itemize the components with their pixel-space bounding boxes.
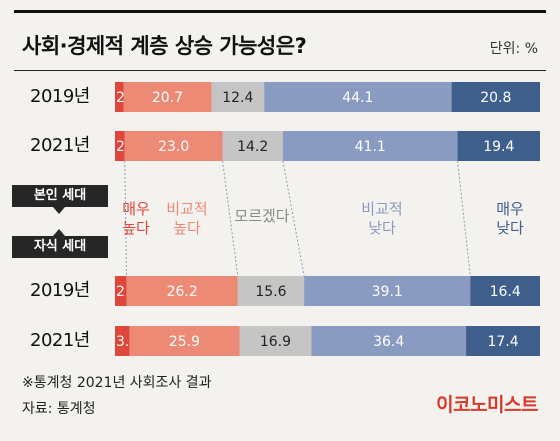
value-label-self-2019-low: 44.1 [342,90,373,106]
bar-child-2019-very-low [470,276,540,306]
year-label-self-2021: 2021년 [30,135,90,156]
value-label-child-2021-unknown: 16.9 [260,334,291,350]
connector-line-1 [124,160,127,277]
bar-self-2021-high [124,131,223,161]
value-label-self-2021-very-low: 19.4 [483,139,514,155]
arrow-up-icon [53,207,65,214]
connector-line-4 [457,160,471,277]
bar-self-2019-very-high [115,82,124,112]
value-label-child-2021-very-low: 17.4 [487,334,518,350]
child-generation-badge: 자식 세대 [12,236,108,258]
value-label-child-2019-very-low: 16.4 [490,284,521,300]
bar-self-2021-very-low [457,131,540,161]
self-generation-badge: 본인 세대 [12,185,108,207]
bar-self-2021-very-high [115,131,125,161]
footnote: ※통계청 2021년 사회조사 결과 [22,375,212,391]
year-label-child-2021: 2021년 [30,330,90,351]
year-label-child-2019: 2019년 [30,280,90,301]
arrow-down-icon [53,229,65,236]
value-label-self-2019-high: 20.7 [152,90,183,106]
source-label: 자료: 통계청 [22,401,96,417]
bar-child-2021-very-high [115,326,130,356]
value-label-self-2021-unknown: 14.2 [237,139,268,155]
unit-label: 단위: % [489,41,538,57]
value-label-child-2021-high: 25.9 [169,334,200,350]
bar-self-2019-low [264,82,452,112]
value-label-self-2019-very-low: 20.8 [480,90,511,106]
title-divider [14,70,546,71]
category-label-low: 비교적 낮다 [361,200,403,237]
category-label-high: 비교적 높다 [166,200,208,237]
chart-title: 사회·경제적 계층 상승 가능성은? [22,34,307,58]
bar-child-2019-unknown [237,276,305,306]
brand-logo: 이코노미스트 [436,394,538,416]
connector-line-3 [282,160,305,277]
bar-self-2021-low [282,131,458,161]
value-label-child-2019-low: 39.1 [372,284,403,300]
bar-child-2021-very-low [466,326,540,356]
value-label-self-2021-high: 23.0 [158,139,189,155]
value-label-child-2021-low: 36.4 [373,334,404,350]
value-label-self-2019-unknown: 12.4 [222,90,253,106]
bar-self-2021-unknown [222,131,283,161]
bar-self-2019-very-low [451,82,540,112]
bar-self-2019-unknown [211,82,265,112]
year-label-self-2019: 2019년 [30,86,90,107]
value-label-child-2019-high: 26.2 [167,284,198,300]
bar-child-2019-low [304,276,471,306]
bar-child-2019-high [126,276,238,306]
category-label-very-high: 매우 높다 [122,200,150,237]
bar-self-2019-high [123,82,212,112]
bar-child-2021-low [311,326,467,356]
bar-child-2019-very-high [115,276,127,306]
top-rule [14,10,546,13]
category-label-unknown: 모르겠다 [234,207,290,225]
bar-child-2021-high [129,326,240,356]
category-label-very-low: 매우 낮다 [496,200,524,237]
connector-line-2 [222,160,239,277]
value-label-self-2021-low: 41.1 [355,139,386,155]
bar-child-2021-unknown [239,326,312,356]
value-label-child-2019-unknown: 15.6 [255,284,286,300]
